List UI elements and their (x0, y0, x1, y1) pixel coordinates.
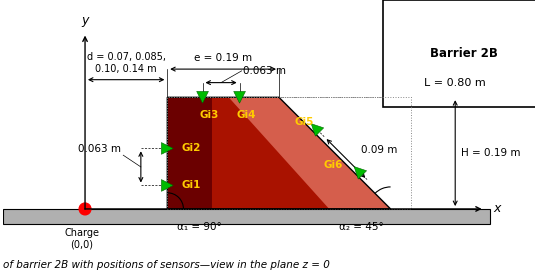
Circle shape (79, 203, 91, 215)
Text: d = 0.07, 0.085,
0.10, 0.14 m: d = 0.07, 0.085, 0.10, 0.14 m (87, 52, 166, 74)
Polygon shape (167, 97, 329, 209)
Text: Barrier 2B: Barrier 2B (430, 47, 498, 60)
Bar (167, 97, 411, 209)
Polygon shape (162, 180, 173, 191)
Text: 0.09 m: 0.09 m (361, 145, 397, 155)
Text: Gi2: Gi2 (182, 143, 201, 153)
Polygon shape (162, 143, 173, 154)
Text: Gi4: Gi4 (236, 110, 256, 120)
Text: Gi5: Gi5 (295, 117, 314, 127)
Bar (3, 209, 491, 224)
Text: 0.063 m: 0.063 m (243, 66, 286, 76)
Text: α₁ = 90°: α₁ = 90° (177, 222, 222, 232)
Polygon shape (197, 91, 209, 103)
Text: e = 0.19 m: e = 0.19 m (194, 53, 252, 63)
Text: Gi6: Gi6 (323, 160, 342, 170)
Text: L = 0.80 m: L = 0.80 m (424, 78, 486, 88)
Text: α₂ = 45°: α₂ = 45° (339, 222, 384, 232)
Polygon shape (212, 97, 391, 209)
Text: of barrier 2B with positions of sensors—view in the plane z = 0: of barrier 2B with positions of sensors—… (3, 260, 330, 270)
Text: x: x (493, 202, 501, 215)
Polygon shape (354, 167, 366, 179)
Polygon shape (311, 124, 324, 136)
Polygon shape (234, 91, 246, 103)
Text: Gi3: Gi3 (200, 110, 219, 120)
Text: 0.063 m: 0.063 m (79, 144, 121, 154)
Text: Charge
(0,0): Charge (0,0) (65, 228, 100, 249)
Text: y: y (81, 14, 89, 27)
Text: H = 0.19 m: H = 0.19 m (461, 148, 521, 158)
Text: Gi1: Gi1 (182, 180, 201, 191)
